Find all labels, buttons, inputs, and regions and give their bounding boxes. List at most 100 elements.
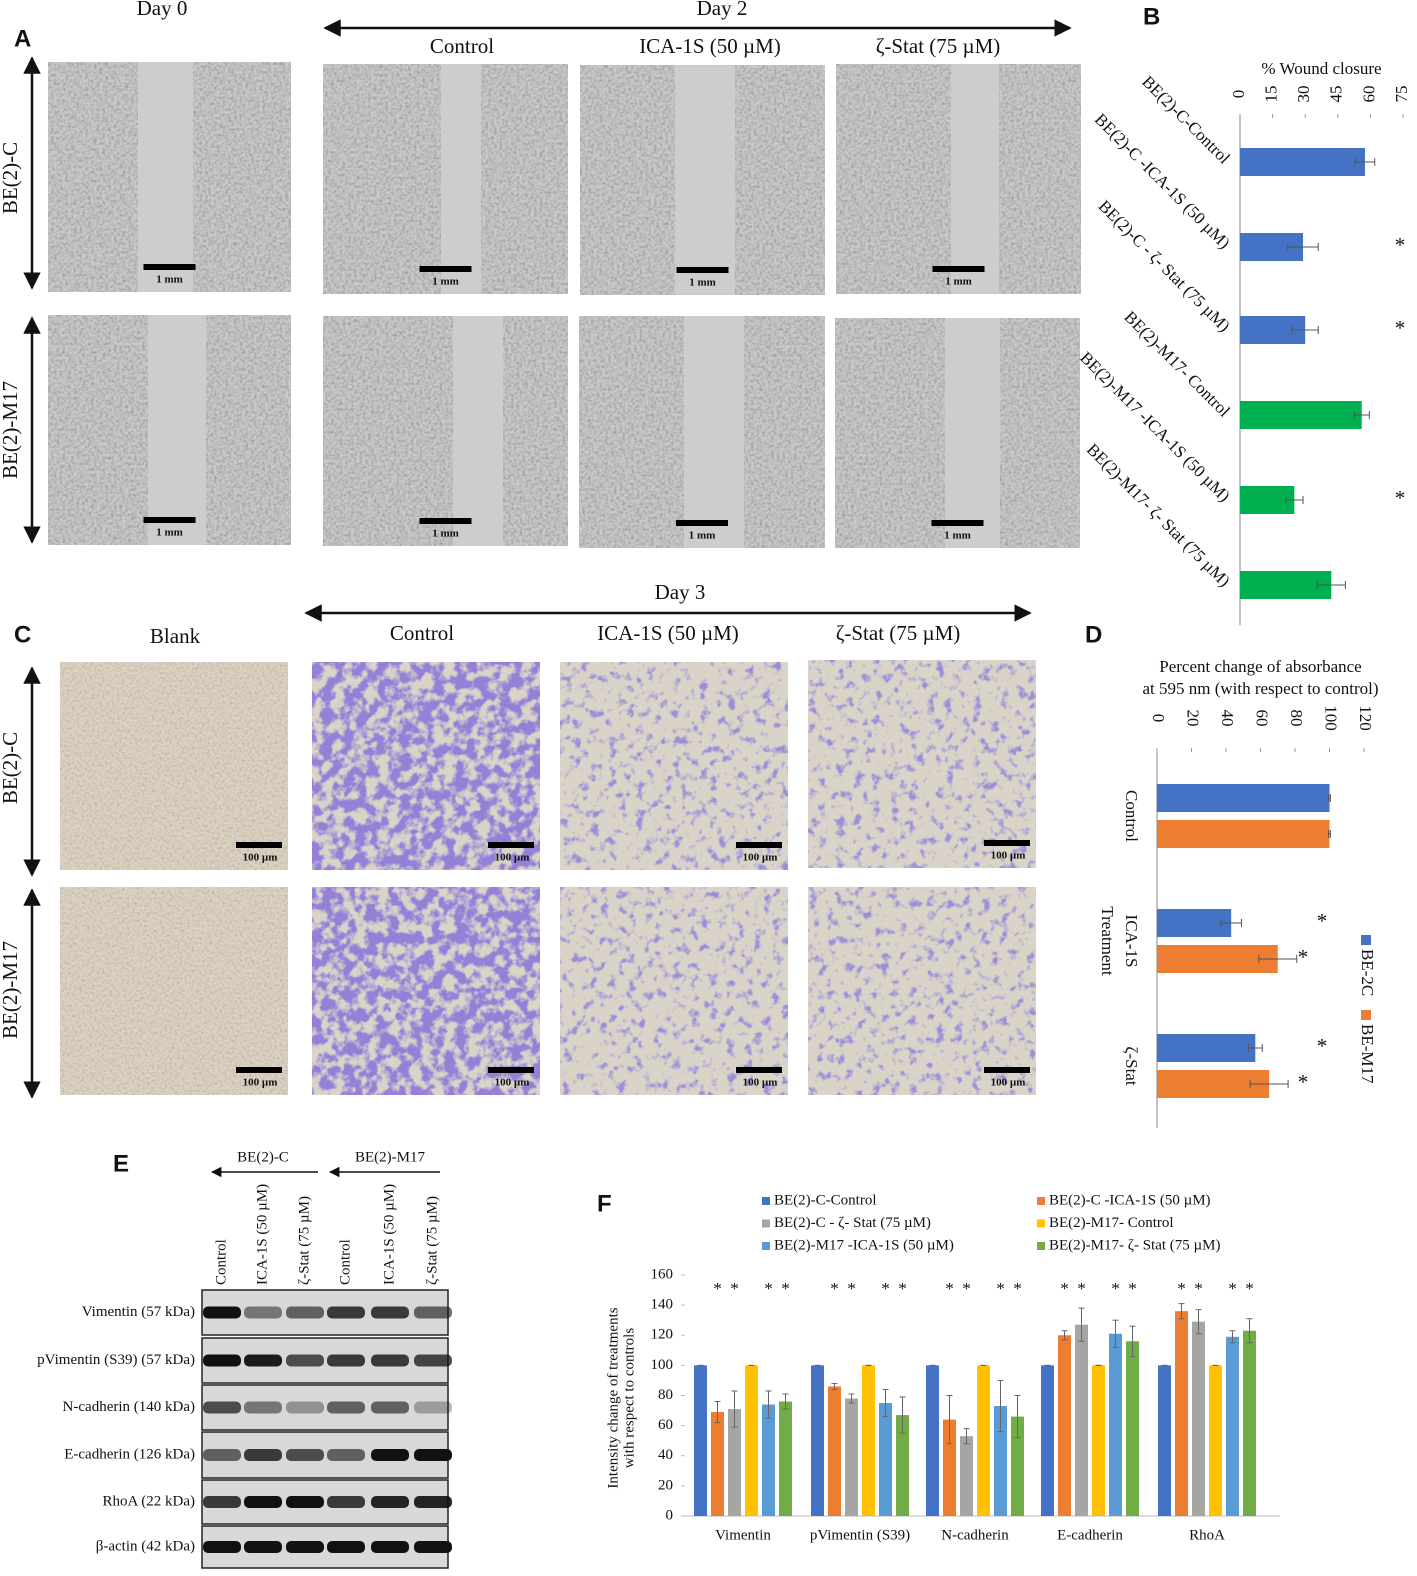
blot-band (371, 1306, 409, 1319)
legend-label: BE-M17 (1358, 1024, 1377, 1084)
blot-band (327, 1306, 365, 1319)
blot-band (414, 1541, 452, 1553)
bar (845, 1398, 858, 1516)
micrograph (560, 887, 788, 1095)
micrograph (60, 887, 288, 1095)
wound-gap (148, 315, 206, 545)
column-label: Control (390, 621, 454, 645)
lane-label: Control (337, 1239, 353, 1285)
column-label: ζ-Stat (75 µM) (876, 34, 1001, 58)
x-tick-label: 80 (1287, 710, 1306, 727)
significance-marker: * (996, 1279, 1005, 1298)
significance-marker: * (1013, 1279, 1022, 1298)
blot-band (203, 1541, 241, 1553)
bar (711, 1412, 724, 1516)
significance-marker: * (1395, 233, 1406, 257)
y-tick-label: 60 (658, 1417, 673, 1433)
wound-gap (441, 64, 481, 294)
x-tick-label: 20 (1184, 710, 1203, 727)
panel-label: C (14, 621, 31, 648)
category-label: RhoA (1189, 1527, 1225, 1543)
axis-title: Treatment (1098, 906, 1117, 976)
category-label: BE(2)-M17- ζ- Stat (75 µM) (1083, 440, 1234, 591)
protein-label: N-cadherin (140 kDa) (63, 1399, 195, 1415)
bar (811, 1365, 824, 1516)
scale-bar (736, 842, 782, 848)
scale-bar (984, 840, 1030, 846)
blot-band (244, 1449, 282, 1461)
x-tick-label: 45 (1327, 86, 1346, 103)
significance-marker: * (1111, 1279, 1120, 1298)
y-tick-label: 20 (658, 1477, 673, 1493)
scale-bar (984, 1067, 1030, 1073)
bar (1226, 1336, 1239, 1516)
legend-swatch (1361, 935, 1371, 945)
bar (1157, 1034, 1256, 1062)
blot-band (414, 1496, 452, 1508)
scale-bar-label: 1 mm (945, 276, 972, 288)
panel-label: F (597, 1190, 612, 1217)
significance-marker: * (1077, 1279, 1086, 1298)
protein-label: β-actin (42 kDa) (96, 1538, 195, 1554)
significance-marker: * (1395, 316, 1406, 340)
blot-band (414, 1306, 452, 1319)
scale-bar (736, 1067, 782, 1073)
micrograph (560, 662, 788, 870)
category-label: pVimentin (S39) (810, 1527, 910, 1543)
bar (1126, 1341, 1139, 1516)
blot-band (244, 1306, 282, 1319)
significance-marker: * (1177, 1279, 1186, 1298)
wound-gap (453, 316, 503, 546)
micrograph (312, 662, 540, 870)
scale-bar (676, 520, 728, 526)
bar (1157, 820, 1330, 848)
protein-label: RhoA (22 kDa) (103, 1493, 196, 1509)
row-label: BE(2)-C (0, 142, 22, 214)
blot-band (327, 1541, 365, 1553)
x-tick-label: 0 (1229, 90, 1248, 99)
bar (926, 1365, 939, 1516)
lane-label: Control (213, 1239, 229, 1285)
wound-gap (684, 316, 744, 548)
row-label: BE(2)-C (0, 732, 22, 804)
micrograph (323, 316, 568, 546)
x-tick-label: 60 (1359, 86, 1378, 103)
bar (828, 1386, 841, 1516)
significance-marker: * (1395, 486, 1406, 510)
x-tick-label: 60 (1253, 710, 1272, 727)
bar (1243, 1330, 1256, 1516)
significance-marker: * (1194, 1279, 1203, 1298)
protein-label: Vimentin (57 kDa) (82, 1304, 195, 1320)
significance-marker: * (1228, 1279, 1237, 1298)
scale-bar-label: 100 µm (743, 1077, 778, 1089)
legend-label: BE(2)-M17- ζ- Stat (75 µM) (1049, 1237, 1221, 1253)
scale-bar (488, 1067, 534, 1073)
bar (1058, 1335, 1071, 1516)
x-tick-label: 100 (1322, 705, 1341, 731)
blot-band (203, 1354, 241, 1367)
bar (1157, 945, 1278, 973)
blot-band (414, 1354, 452, 1367)
micrograph (60, 662, 288, 870)
bar (1175, 1311, 1188, 1516)
significance-marker: * (1060, 1279, 1069, 1298)
blot-band (244, 1496, 282, 1508)
x-tick-label: 75 (1392, 86, 1411, 103)
x-tick-label: 120 (1356, 705, 1375, 731)
scale-bar-label: 1 mm (432, 528, 459, 540)
bar (1109, 1333, 1122, 1516)
scale-bar (931, 520, 984, 526)
column-label: Control (430, 34, 494, 58)
bar (1092, 1365, 1105, 1516)
scale-bar-label: 100 µm (495, 1077, 530, 1089)
bar (1041, 1365, 1054, 1516)
row-label: BE(2)-M17 (0, 381, 22, 479)
significance-marker: * (898, 1279, 907, 1298)
blot-band (203, 1401, 241, 1414)
significance-marker: * (1245, 1279, 1254, 1298)
blot-band (414, 1401, 452, 1414)
blot-band (371, 1354, 409, 1367)
blot-band (286, 1401, 324, 1414)
scale-bar (143, 517, 196, 523)
bar (879, 1403, 892, 1516)
